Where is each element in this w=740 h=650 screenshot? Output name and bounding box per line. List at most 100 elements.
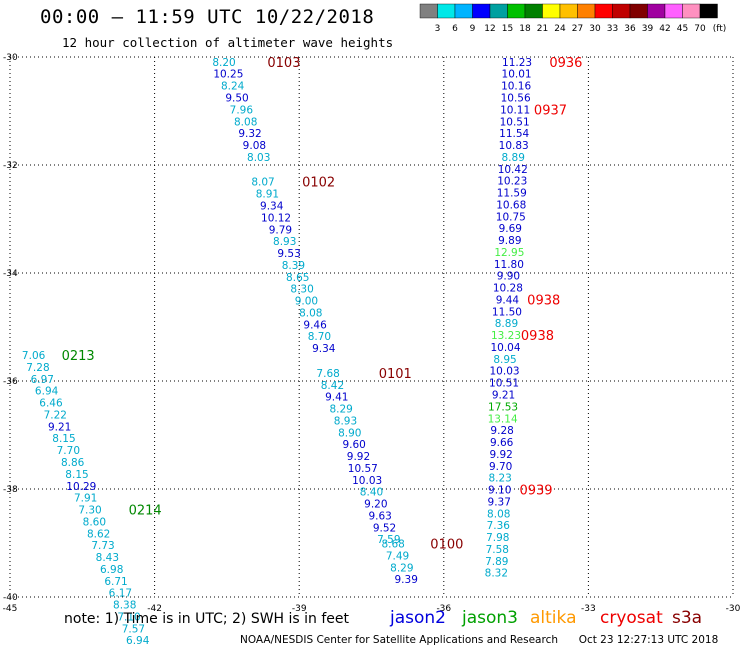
wave-height-point: 9.41: [325, 392, 348, 404]
legend-tick-label: 12: [484, 24, 495, 34]
wave-height-point: 11.54: [499, 128, 529, 140]
y-tick-label: -36: [3, 377, 18, 387]
wave-height-point: 7.49: [386, 550, 409, 562]
legend-tick-label: 39: [642, 24, 654, 34]
wave-height-point: 10.16: [501, 81, 531, 93]
wave-height-point: 6.98: [100, 564, 123, 576]
pass-time-label: 0939: [519, 484, 552, 499]
wave-height-point: 17.53: [488, 401, 518, 413]
pass-time-label: 0213: [62, 349, 95, 364]
wave-height-point: 8.07: [251, 177, 274, 189]
y-tick-label: -34: [3, 269, 18, 279]
footer-timestamp: Oct 23 12:27:13 UTC 2018: [578, 634, 719, 646]
wave-height-point: 11.23: [502, 57, 532, 69]
wave-height-point: 9.32: [238, 128, 261, 140]
x-tick-label: -45: [3, 604, 18, 614]
pass-time-label: 0938: [527, 293, 560, 308]
wave-height-point: 10.57: [348, 463, 378, 475]
wave-height-point: 7.30: [78, 505, 101, 517]
wave-height-point: 9.08: [243, 140, 266, 152]
y-tick-label: -30: [3, 53, 18, 63]
wave-height-point: 8.32: [485, 568, 508, 580]
wave-height-point: 10.12: [261, 212, 291, 224]
wave-height-point: 7.96: [230, 104, 254, 116]
legend-tick-label: 9: [470, 24, 476, 34]
wave-height-point: 8.38: [113, 600, 136, 612]
x-tick-label: -39: [292, 604, 307, 614]
wave-height-point: 9.44: [496, 294, 520, 306]
pass-time-label: 0100: [430, 538, 463, 553]
wave-height-point: 8.08: [299, 307, 322, 319]
legend-tick-label: 27: [572, 24, 583, 34]
wave-height-point: 11.80: [494, 259, 524, 271]
legend-tick-label: 30: [589, 24, 601, 34]
wave-height-point: 7.57: [122, 623, 145, 635]
legend-tick-label: 21: [537, 24, 548, 34]
wave-height-point: 8.65: [286, 272, 309, 284]
wave-height-point: 9.90: [497, 271, 520, 283]
wave-height-point: 6.97: [31, 374, 54, 386]
pass-time-label: 0214: [129, 504, 162, 519]
pass-time-label: 0936: [549, 56, 582, 71]
wave-height-point: 10.03: [352, 475, 382, 487]
wave-height-point: 10.42: [498, 164, 528, 176]
wave-height-point: 10.75: [496, 211, 526, 223]
wave-height-point: 8.43: [96, 552, 119, 564]
wave-height-point: 13.23: [491, 330, 521, 342]
x-tick-label: -30: [726, 604, 740, 614]
wave-height-point: 7.06: [22, 350, 46, 362]
pass-time-label: 0938: [521, 329, 554, 344]
legend-tick-label: 24: [554, 24, 566, 34]
wave-height-point: 11.50: [492, 306, 522, 318]
mission-s3a: s3a: [672, 608, 703, 628]
wave-height-point: 10.68: [496, 199, 526, 211]
wave-height-point: 9.53: [277, 248, 300, 260]
wave-height-point: 8.39: [282, 260, 305, 272]
y-tick-label: -40: [3, 593, 18, 603]
wave-height-point: 8.24: [221, 81, 245, 93]
wave-height-point: 10.28: [493, 283, 523, 295]
wave-height-point: 8.30: [290, 284, 313, 296]
wave-height-point: 10.23: [497, 176, 527, 188]
wave-height-point: 12.95: [494, 247, 524, 259]
footer: NOAA/NESDIS Center for Satellite Applica…: [240, 634, 718, 646]
wave-height-point: 8.95: [493, 354, 516, 366]
wave-height-point: 8.89: [502, 152, 525, 164]
wave-height-point: 10.29: [66, 481, 96, 493]
legend-tick-label: 45: [677, 24, 688, 34]
wave-height-point: 9.39: [395, 574, 418, 586]
wave-height-point: 10.83: [499, 140, 529, 152]
wave-height-point: 8.93: [273, 236, 296, 248]
wave-height-point: 8.29: [390, 562, 413, 574]
legend-tick-label: 3: [435, 24, 441, 34]
wave-height-point: 7.68: [316, 368, 339, 380]
note-text: note: 1) Time is in UTC; 2) SWH is in fe…: [64, 611, 350, 627]
legend-tick-label: (ft): [713, 24, 727, 34]
wave-height-point: 8.89: [495, 318, 518, 330]
wave-height-point: 8.20: [212, 57, 235, 69]
color-legend: 3 6 9 12 15 18 21 24 27 30 33 36 39 42 45 70 (ft): [419, 3, 727, 34]
wave-height-point: 11.59: [497, 188, 527, 200]
wave-height-point: 9.52: [373, 522, 396, 534]
wave-height-point: 7.89: [485, 556, 508, 568]
wave-height-point: 9.46: [303, 319, 327, 331]
mission-altika: altika: [530, 608, 577, 628]
wave-height-point: 7.36: [487, 520, 511, 532]
wave-height-point: 9.92: [489, 449, 512, 461]
wave-height-point: 9.10: [488, 485, 511, 497]
wave-height-point: 8.62: [87, 528, 110, 540]
wave-height-point: 9.60: [342, 439, 365, 451]
legend-swatch: [699, 3, 718, 19]
wave-height-point: 6.46: [39, 398, 63, 410]
wave-height-point: 9.00: [295, 296, 318, 308]
wave-height-point: 9.28: [490, 425, 513, 437]
mission-cryosat: cryosat: [600, 608, 663, 628]
wave-height-point: 7.91: [74, 493, 97, 505]
pass-time-label: 0103: [267, 56, 300, 71]
mission-jason2: jason2: [390, 608, 446, 628]
wave-height-point: 9.70: [489, 461, 512, 473]
wave-height-point: 8.91: [256, 189, 279, 201]
wave-height-point: 9.50: [225, 93, 248, 105]
y-tick-label: -38: [3, 485, 18, 495]
wave-height-point: 7.28: [26, 362, 49, 374]
